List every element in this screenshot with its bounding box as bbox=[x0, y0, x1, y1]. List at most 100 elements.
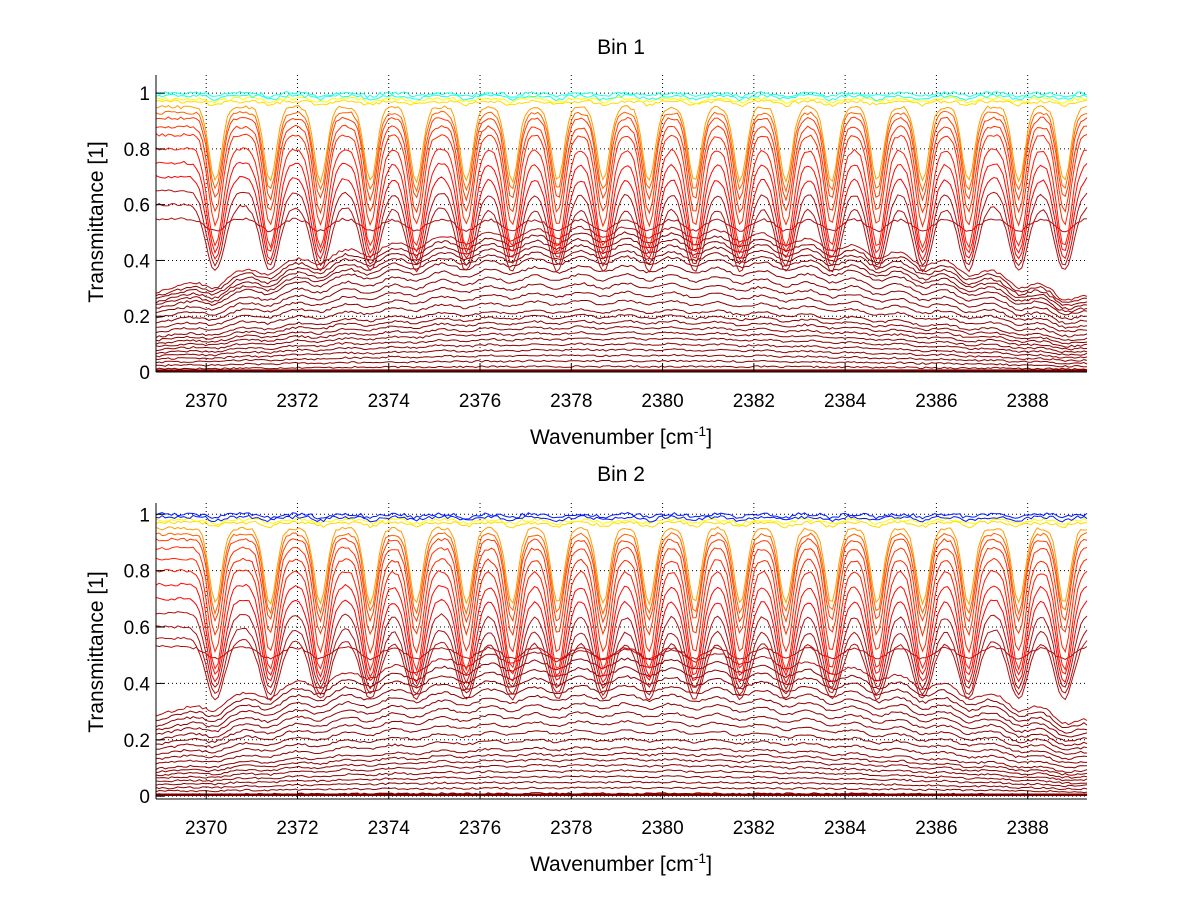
spectrum-line bbox=[155, 517, 1088, 526]
plot-title: Bin 1 bbox=[597, 36, 645, 59]
spectrum-line bbox=[155, 110, 1088, 194]
spectrum-line bbox=[155, 625, 1088, 697]
spectrum-line bbox=[155, 93, 1088, 102]
spectrum-line bbox=[155, 124, 1088, 215]
x-tick-label: 2370 bbox=[185, 391, 227, 412]
spectrum-line bbox=[155, 104, 1088, 184]
y-tick-label: 0.4 bbox=[124, 674, 151, 695]
spectrum-line bbox=[155, 342, 1088, 359]
spectrum-line bbox=[155, 336, 1088, 356]
spectrum-line bbox=[155, 757, 1088, 779]
axes-box bbox=[155, 75, 1087, 373]
x-tick-labels: 2370 2372 2374 2376 2378 2380 2382 2384 2386 2388 bbox=[185, 818, 1049, 839]
spectrum-line bbox=[155, 746, 1088, 773]
spectrum-line bbox=[155, 636, 1088, 701]
spectrum-line bbox=[156, 348, 1088, 362]
spectrum-line bbox=[155, 282, 1088, 329]
spectrum-line bbox=[155, 546, 1088, 638]
spectrum-line bbox=[155, 313, 1088, 345]
subplot-bin-1: Bin 1 2370 2372 2374 2376 2378 2380 2382 2384 23… bbox=[85, 36, 1088, 449]
x-tick-label: 2374 bbox=[368, 818, 411, 839]
y-tick-label: 0.6 bbox=[124, 618, 150, 639]
spectrum-line bbox=[155, 225, 1088, 301]
spectrum-line bbox=[155, 160, 1088, 255]
spectrum-line bbox=[155, 557, 1088, 655]
spectra-lines bbox=[155, 512, 1088, 797]
x-tick-labels: 2370 2372 2374 2376 2378 2380 2382 2384 2386 2388 bbox=[185, 391, 1049, 412]
x-tick-label: 2380 bbox=[641, 391, 683, 412]
y-tick-label: 0 bbox=[139, 363, 150, 384]
x-tick-label: 2388 bbox=[1007, 391, 1049, 412]
spectrum-line bbox=[155, 648, 1088, 726]
spectrum-line bbox=[155, 597, 1088, 685]
axes-box bbox=[155, 503, 1087, 800]
spectrum-line bbox=[155, 537, 1088, 624]
y-tick-label: 0 bbox=[139, 787, 150, 808]
spectrum-line bbox=[155, 202, 1088, 273]
spectrum-line bbox=[155, 728, 1087, 764]
spectrum-line bbox=[155, 359, 1088, 368]
x-tick-label: 2382 bbox=[733, 391, 775, 412]
y-tick-label: 1 bbox=[139, 84, 150, 105]
spectrum-line bbox=[155, 675, 1088, 738]
spectrum-line bbox=[155, 657, 1088, 728]
x-tick-label: 2388 bbox=[1007, 818, 1049, 839]
y-tick-label: 0.6 bbox=[124, 196, 150, 217]
spectrum-line bbox=[155, 769, 1088, 785]
spectrum-line bbox=[155, 249, 1088, 313]
y-tick-label: 0.4 bbox=[124, 251, 151, 272]
spectrum-line bbox=[155, 520, 1088, 529]
spectrum-line bbox=[155, 217, 1088, 233]
spectrum-line bbox=[155, 272, 1088, 325]
y-tick-label: 0.8 bbox=[124, 140, 150, 161]
spectrum-line bbox=[155, 231, 1088, 303]
x-tick-label: 2376 bbox=[459, 818, 501, 839]
spectrum-line bbox=[155, 175, 1088, 262]
spectrum-line bbox=[155, 299, 1088, 338]
spectrum-line bbox=[155, 568, 1088, 673]
x-tick-label: 2372 bbox=[276, 818, 318, 839]
x-tick-label: 2374 bbox=[368, 391, 411, 412]
x-tick-label: 2372 bbox=[276, 391, 318, 412]
spectrum-line bbox=[156, 99, 1088, 108]
y-tick-label: 1 bbox=[139, 505, 150, 526]
spectrum-line bbox=[155, 786, 1088, 794]
spectrum-line bbox=[155, 711, 1087, 755]
x-tick-label: 2384 bbox=[824, 818, 867, 839]
spectrum-line bbox=[155, 90, 1088, 99]
spectrum-line bbox=[155, 719, 1088, 761]
y-tick-labels: 0 0.2 0.4 0.6 0.8 1 bbox=[124, 505, 151, 808]
spectrum-line bbox=[155, 666, 1088, 734]
spectrum-line bbox=[155, 702, 1088, 751]
y-tick-label: 0.8 bbox=[124, 562, 150, 583]
x-axis-label: Wavenumber [cm-1] bbox=[530, 423, 712, 449]
spectrum-line bbox=[155, 751, 1088, 776]
spectrum-line bbox=[155, 365, 1088, 371]
spectrum-line bbox=[155, 775, 1088, 788]
spectrum-line bbox=[155, 146, 1088, 249]
spectrum-line bbox=[155, 189, 1088, 268]
spectrum-line bbox=[155, 290, 1088, 333]
spectrum-line bbox=[155, 330, 1088, 354]
spectrum-line bbox=[155, 611, 1088, 691]
spectrum-line bbox=[155, 319, 1088, 348]
spectrum-line bbox=[155, 737, 1087, 769]
spectrum-line bbox=[155, 684, 1088, 742]
spectrum-line bbox=[155, 512, 1088, 520]
x-tick-label: 2370 bbox=[185, 818, 227, 839]
spectrum-line bbox=[155, 763, 1088, 782]
spectrum-line bbox=[155, 693, 1088, 747]
subplot-bin-2: Bin 2 2370 2372 2374 2376 2378 2380 2382 2384 23… bbox=[85, 463, 1088, 876]
y-tick-labels: 0 0.2 0.4 0.6 0.8 1 bbox=[124, 84, 151, 384]
x-tick-label: 2386 bbox=[915, 818, 957, 839]
spectrum-line bbox=[155, 243, 1088, 310]
spectrum-line bbox=[155, 325, 1088, 351]
spectrum-line bbox=[155, 526, 1088, 606]
spectrum-line bbox=[155, 582, 1088, 679]
plot-title: Bin 2 bbox=[597, 463, 645, 486]
spectrum-line bbox=[155, 133, 1088, 228]
x-tick-label: 2382 bbox=[733, 818, 775, 839]
spectra-lines bbox=[155, 90, 1088, 372]
spectrum-line bbox=[155, 514, 1088, 523]
